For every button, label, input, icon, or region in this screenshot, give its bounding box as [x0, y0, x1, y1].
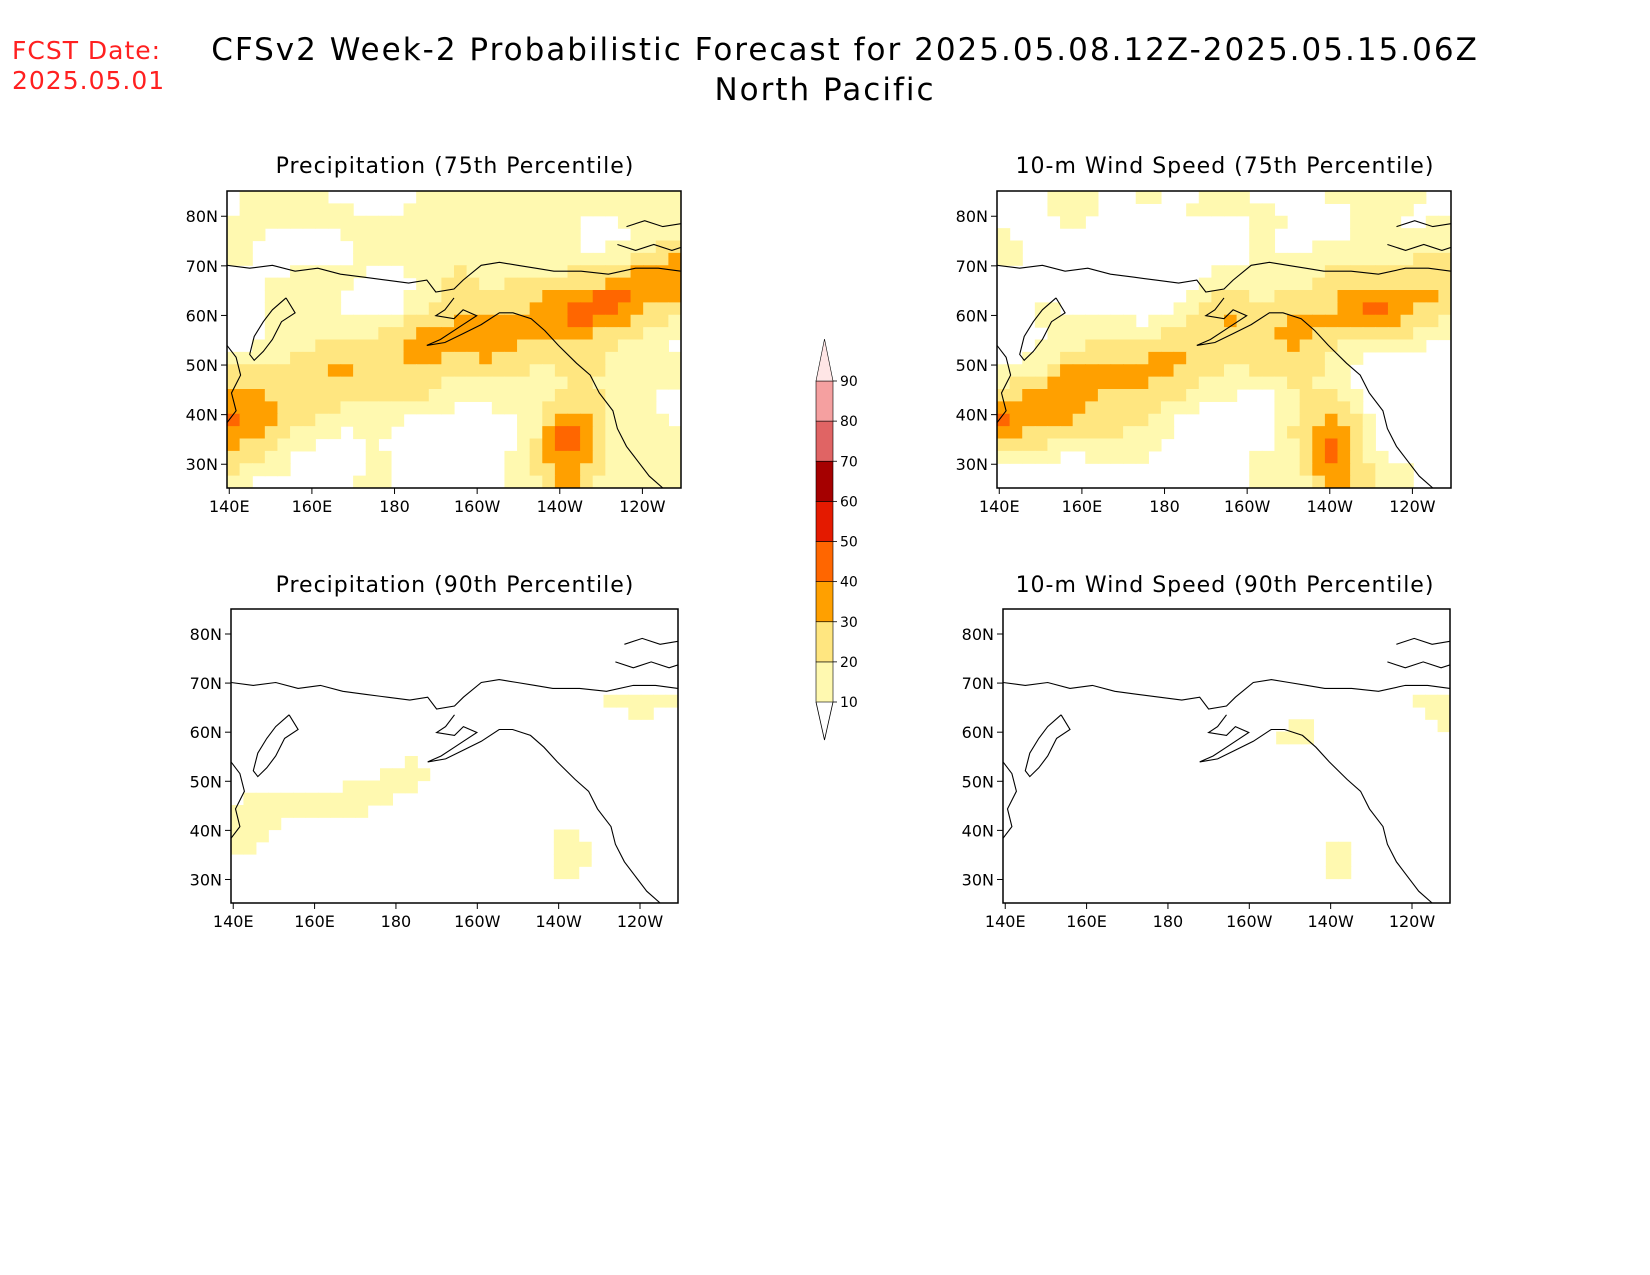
title-line-1: CFSv2 Week-2 Probabilistic Forecast for … — [211, 32, 1479, 68]
w90-field — [1003, 609, 1450, 903]
p75-lon-tick: 140W — [537, 497, 584, 516]
p75-coastlines — [227, 220, 681, 488]
w75-lon-tick: 160W — [1224, 497, 1271, 516]
p75-lon-tick: 160W — [454, 497, 501, 516]
colorbar-segment — [815, 420, 834, 462]
p75-lat-tick: 80N — [186, 207, 218, 226]
p75-field — [227, 191, 681, 488]
p90-title: Precipitation (90th Percentile) — [276, 573, 635, 598]
p90-lat-tick: 30N — [190, 870, 222, 889]
w90-lon-tick: 140W — [1307, 912, 1354, 931]
w75-lat-tick: 30N — [956, 455, 988, 474]
fcst-date-caption: FCST Date: — [12, 36, 162, 65]
panel-p75: Precipitation (75th Percentile) 80N 70N 60N… — [186, 154, 682, 516]
colorbar-label: 90 — [840, 374, 858, 390]
colorbar-segment — [815, 501, 834, 542]
p90-lat-tick: 40N — [190, 821, 222, 840]
p90-field — [231, 609, 678, 903]
p75-lat-tick: 40N — [186, 406, 218, 425]
colorbar-label: 30 — [840, 615, 858, 631]
w90-lat-tick: 70N — [962, 674, 994, 693]
w75-lon-tick: 140E — [979, 497, 1020, 516]
w90-lat-tick: 60N — [962, 723, 994, 742]
colorbar-label: 60 — [840, 494, 858, 510]
w75-lon-tick: 120W — [1389, 497, 1436, 516]
w75-field — [997, 191, 1451, 488]
colorbar-label: 80 — [840, 414, 858, 430]
colorbar-segment — [815, 661, 834, 703]
p90-lon-tick: 160W — [454, 912, 501, 931]
p75-title: Precipitation (75th Percentile) — [276, 154, 635, 179]
p75-frame — [226, 190, 682, 489]
w75-lat-tick: 80N — [956, 207, 988, 226]
panels-layer: Precipitation (75th Percentile) 80N 70N 60N… — [186, 154, 1452, 931]
p75-lon-tick: 180 — [379, 497, 410, 516]
colorbar-segment — [815, 380, 834, 422]
w90-lon-tick: 160E — [1066, 912, 1107, 931]
w75-lon-tick: 180 — [1149, 497, 1180, 516]
p90-lon-tick: 140W — [535, 912, 582, 931]
p90-lat-tick: 70N — [190, 674, 222, 693]
colorbar-label: 40 — [840, 575, 858, 591]
w90-frame — [1002, 608, 1451, 904]
colorbar-label: 50 — [840, 535, 858, 551]
forecast-date-label: FCST Date: 2025.05.01 — [12, 36, 165, 96]
colorbar-label: 20 — [840, 655, 858, 671]
p90-lon-tick: 140E — [213, 912, 254, 931]
w90-lon-tick: 140E — [985, 912, 1026, 931]
colorbar-top-arrow — [815, 338, 834, 382]
p75-lat-tick: 30N — [186, 455, 218, 474]
w75-lon-tick: 160E — [1062, 497, 1103, 516]
p90-lon-tick: 160E — [294, 912, 335, 931]
w90-lat-tick: 80N — [962, 625, 994, 644]
w90-lon-tick: 180 — [1153, 912, 1184, 931]
p75-lat-tick: 70N — [186, 257, 218, 276]
p90-lat-tick: 60N — [190, 723, 222, 742]
panel-w90: 10-m Wind Speed (90th Percentile) 80N 70N 6… — [962, 573, 1451, 931]
w75-title: 10-m Wind Speed (75th Percentile) — [1016, 154, 1435, 179]
p75-lon-tick: 120W — [619, 497, 666, 516]
p90-lat-tick: 80N — [190, 625, 222, 644]
w75-lat-tick: 60N — [956, 306, 988, 325]
title-line-2: North Pacific — [714, 72, 936, 108]
panel-p90: Precipitation (90th Percentile) 80N 70N 60N… — [190, 573, 679, 931]
panel-w75: 10-m Wind Speed (75th Percentile) 80N 70N 6… — [956, 154, 1452, 516]
p75-lat-tick: 60N — [186, 306, 218, 325]
w90-coastlines — [1003, 637, 1450, 903]
p75-lon-tick: 160E — [292, 497, 333, 516]
fcst-date-value: 2025.05.01 — [12, 66, 166, 95]
w90-title: 10-m Wind Speed (90th Percentile) — [1016, 573, 1435, 598]
w90-lat-tick: 30N — [962, 870, 994, 889]
colorbar: 10 20 30 40 50 60 70 80 90 — [815, 338, 858, 741]
p90-frame — [230, 608, 679, 904]
w75-lon-tick: 140W — [1307, 497, 1354, 516]
colorbar-label: 70 — [840, 454, 858, 470]
p90-lon-tick: 180 — [381, 912, 412, 931]
page-title: CFSv2 Week-2 Probabilistic Forecast for … — [0, 30, 1650, 110]
w75-coastlines — [997, 220, 1451, 488]
p90-lat-tick: 50N — [190, 772, 222, 791]
w90-lon-tick: 120W — [1389, 912, 1436, 931]
colorbar-segment — [815, 621, 834, 663]
colorbar-label: 10 — [840, 695, 858, 711]
w75-lat-tick: 70N — [956, 257, 988, 276]
w75-lat-tick: 40N — [956, 406, 988, 425]
w90-lat-tick: 40N — [962, 821, 994, 840]
colorbar-segment — [815, 541, 834, 582]
p75-lat-tick: 50N — [186, 356, 218, 375]
w90-lon-tick: 160W — [1226, 912, 1273, 931]
w75-frame — [996, 190, 1452, 489]
p90-lon-tick: 120W — [617, 912, 664, 931]
w75-lat-tick: 50N — [956, 356, 988, 375]
w90-lat-tick: 50N — [962, 772, 994, 791]
colorbar-bottom-arrow — [815, 701, 834, 741]
p90-coastlines — [231, 637, 678, 903]
colorbar-segment — [815, 581, 834, 622]
p75-lon-tick: 140E — [209, 497, 250, 516]
colorbar-segment — [815, 460, 834, 502]
